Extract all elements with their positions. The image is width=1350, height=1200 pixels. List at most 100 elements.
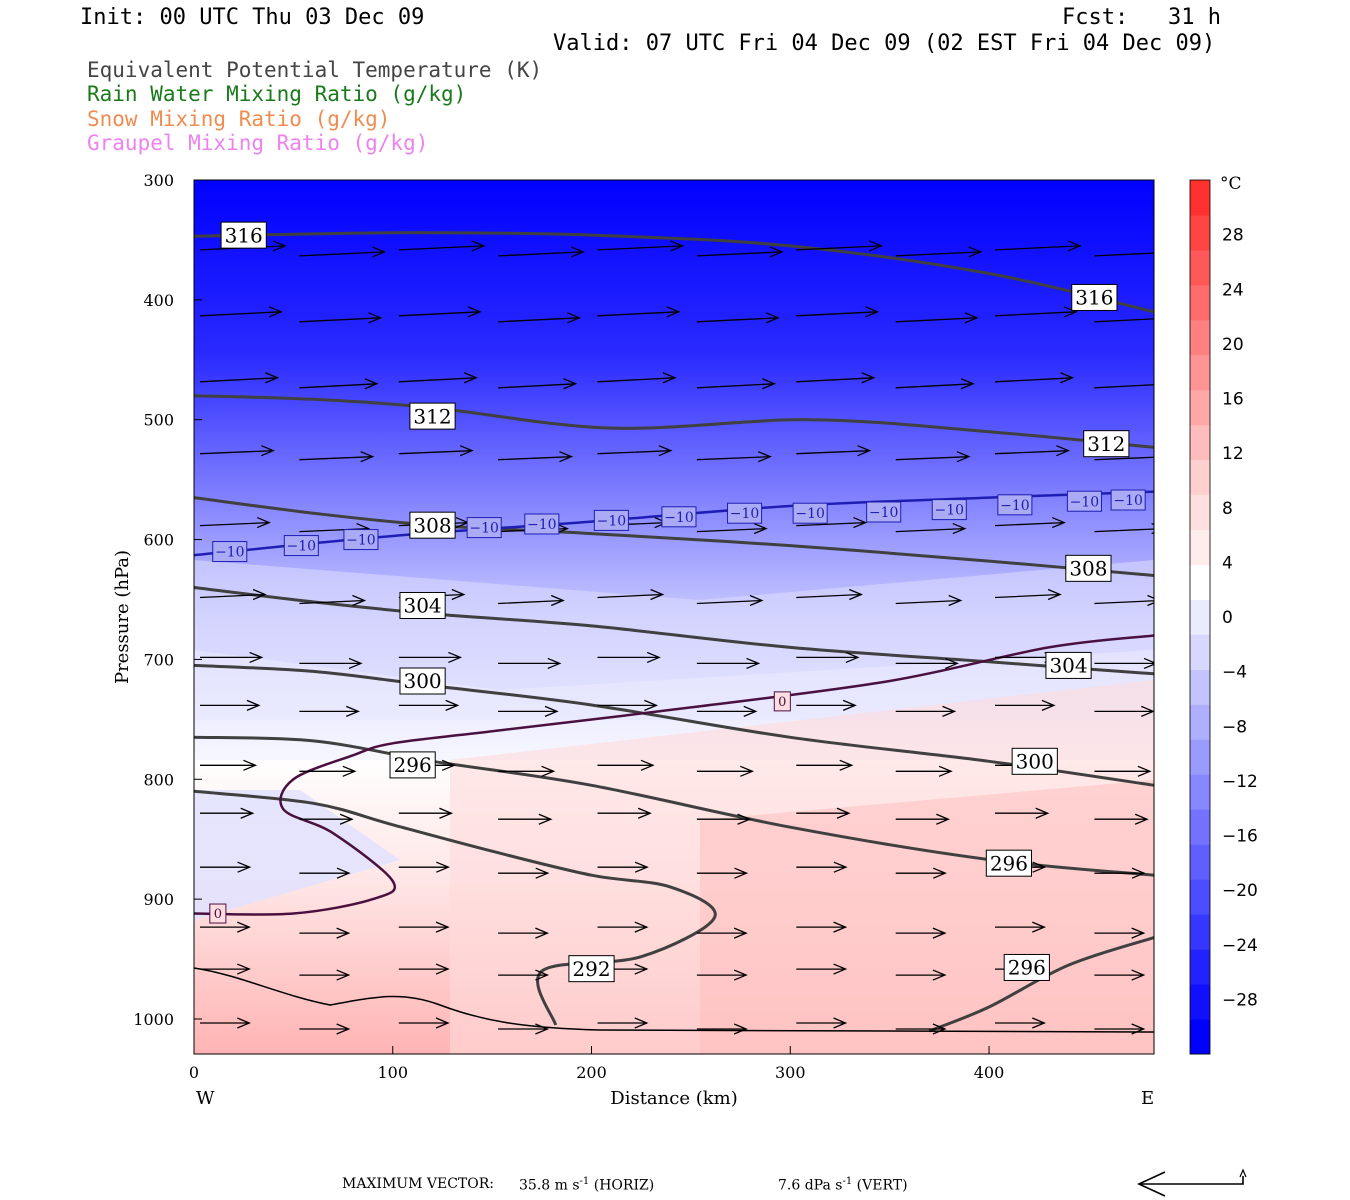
colorbar-swatch — [1190, 319, 1210, 356]
wind-vector — [1094, 318, 1154, 323]
colorbar-swatch — [1190, 354, 1210, 391]
wind-vector — [995, 807, 1050, 819]
colorbar-tick-label: −16 — [1222, 827, 1258, 847]
isotherm-label-minus10-box — [792, 502, 828, 524]
wind-vector — [498, 312, 582, 324]
wind-vector — [299, 246, 387, 258]
theta-e-contour-304 — [194, 586, 1154, 676]
theta-e-contour-label: 292 — [572, 957, 610, 981]
wind-vector — [498, 1023, 550, 1035]
wind-vector — [796, 759, 854, 771]
colorbar-swatch — [1190, 214, 1210, 251]
wind-vector — [597, 861, 649, 873]
wind-vector — [299, 1023, 351, 1035]
isotherm-label-minus10: −10 — [346, 533, 376, 549]
max-horiz-value: 35.8 m s — [519, 1177, 580, 1194]
wind-vector — [200, 807, 255, 819]
wind-vector — [200, 651, 264, 664]
wind-vector — [696, 522, 768, 535]
wind-vector — [696, 1023, 748, 1035]
wind-vector — [498, 246, 585, 258]
wind-vector — [498, 705, 559, 717]
wind-vector — [498, 765, 556, 777]
colorbar-swatch — [1190, 424, 1210, 461]
wind-vector — [796, 807, 851, 819]
colorbar-swatch — [1190, 634, 1210, 670]
wind-vector — [895, 246, 983, 258]
wind-vector — [597, 240, 685, 252]
theta-e-contour-label-box — [399, 591, 446, 619]
wind-vector — [597, 372, 677, 384]
isotherm-label-0: 0 — [778, 695, 786, 710]
wind-vector — [1094, 456, 1154, 461]
colorbar-tick-label: 24 — [1222, 280, 1244, 300]
colorbar-swatch — [1190, 704, 1210, 740]
wind-vector — [696, 246, 784, 258]
wind-vector — [696, 657, 761, 670]
theta-e-contour-label-box — [568, 955, 615, 983]
wind-vector — [299, 813, 354, 825]
wind-vector — [994, 588, 1062, 601]
theta-e-contour-label-box — [409, 402, 456, 430]
wind-vector — [994, 445, 1071, 457]
wind-vector — [200, 699, 261, 711]
isotherm-label-0: 0 — [214, 907, 222, 922]
wind-vector — [796, 699, 857, 711]
wind-vector — [199, 445, 276, 457]
colorbar-swatch — [1190, 739, 1210, 775]
wind-vector — [895, 969, 947, 981]
colorbar-swatch — [1190, 1019, 1210, 1055]
wind-vector — [398, 861, 451, 873]
colorbar-swatch — [1190, 459, 1210, 496]
wind-vector — [796, 921, 848, 933]
wind-vector — [299, 927, 351, 939]
colorbar-tick-label: 20 — [1222, 335, 1244, 355]
wind-vector — [1094, 657, 1154, 670]
wind-vector — [398, 699, 460, 711]
colorbar-swatch — [1190, 879, 1210, 915]
wind-vector — [1094, 252, 1154, 257]
isotherm-label-minus10: −10 — [215, 545, 245, 561]
theta-e-contour-label: 304 — [1049, 654, 1087, 678]
wind-vector — [199, 372, 280, 384]
x-tick-label: 300 — [775, 1063, 806, 1082]
isotherm-label-minus10: −10 — [730, 506, 760, 522]
max-vector-label: MAXIMUM VECTOR: — [342, 1176, 494, 1192]
forecast-hour: Fcst: 31 h — [1062, 5, 1221, 30]
isotherm-label-minus10-box — [1110, 489, 1146, 511]
colorbar-tick-label: 12 — [1222, 444, 1244, 464]
isotherm-label-minus10-box — [661, 506, 697, 528]
wind-vector — [199, 516, 271, 529]
max-vector-key-line — [1139, 1176, 1244, 1185]
colorbar-swatch — [1190, 564, 1210, 601]
y-tick-label: 400 — [143, 291, 174, 310]
wind-vector — [995, 921, 1046, 933]
isotherm-label-minus10: −10 — [469, 521, 499, 537]
init-time: Init: 00 UTC Thu 03 Dec 09 — [80, 5, 425, 30]
theta-e-contour-308 — [194, 496, 1154, 577]
wind-vector — [498, 594, 565, 607]
wind-vector — [696, 312, 780, 324]
colorbar-swatch — [1190, 949, 1210, 985]
max-vector-key-arrowhead — [1137, 1171, 1166, 1197]
theta-e-contour-296 — [928, 936, 1154, 1033]
x-tick-label: 400 — [974, 1063, 1005, 1082]
theta-e-contour-312 — [194, 394, 1154, 449]
x-tick-label: 100 — [377, 1063, 408, 1082]
max-horiz-tag: (HORIZ) — [593, 1177, 655, 1194]
wind-vector — [895, 813, 951, 825]
wind-vector — [200, 861, 252, 873]
wind-vector — [299, 594, 367, 607]
colorbar-tick-label: 4 — [1222, 553, 1233, 573]
y-tick-label: 600 — [143, 531, 174, 550]
theta-e-contour-label: 296 — [1008, 956, 1046, 980]
wind-vector — [1094, 705, 1154, 717]
isotherm-label-minus10-box — [524, 513, 560, 535]
theta-e-contour-label: 300 — [1016, 750, 1054, 774]
isotherm-label-0-box — [209, 903, 227, 924]
wind-vector — [597, 588, 665, 601]
wind-vector — [398, 651, 463, 664]
colorbar-swatch — [1190, 180, 1210, 216]
theta-e-contour-label: 308 — [1069, 557, 1107, 581]
isotherm-label-minus10-box — [1066, 490, 1102, 512]
